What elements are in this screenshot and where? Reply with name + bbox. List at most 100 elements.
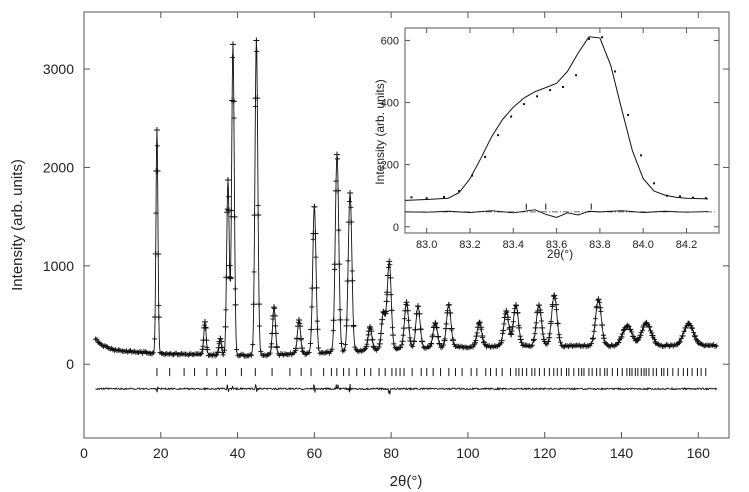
inset-observed-point	[640, 154, 643, 157]
observed-peak-point	[530, 336, 537, 343]
observed-peak-point	[335, 187, 342, 194]
observed-peak-point	[256, 301, 263, 308]
observed-peak-point	[436, 340, 443, 347]
observed-peak-point	[509, 323, 516, 330]
inset-observed-point	[549, 89, 552, 92]
observed-peak-point	[388, 307, 395, 314]
inset-x-tick-label: 84.2	[676, 239, 697, 251]
inset-x-tick-label: 83.8	[589, 239, 610, 251]
observed-peak-point	[273, 343, 280, 350]
observed-point	[153, 210, 159, 216]
observed-peak-point	[649, 332, 656, 339]
observed-point	[344, 317, 350, 323]
main-x-tick-label: 80	[383, 445, 399, 461]
observed-peak-point	[682, 324, 689, 331]
observed-peak-point	[480, 339, 487, 346]
observed-peak-point	[407, 337, 414, 344]
observed-peak-point	[271, 304, 278, 311]
inset-y-tick-label: 200	[381, 160, 399, 172]
observed-point	[619, 331, 625, 337]
observed-peak-point	[350, 322, 357, 329]
inset-observed-point	[562, 86, 565, 89]
observed-point	[248, 352, 254, 358]
observed-point	[443, 321, 449, 327]
inset-x-axis: 83.0 83.2 83.4 83.6 83.8 84.0 84.2	[416, 28, 697, 251]
observed-peak-point	[532, 324, 539, 331]
observed-peak-point	[219, 349, 226, 356]
inset-observed-point	[510, 115, 513, 118]
observed-point	[391, 341, 397, 347]
observed-peak-point	[347, 190, 354, 197]
observed-point	[591, 328, 597, 334]
observed-peak-point	[691, 332, 698, 339]
observed-peak-point	[479, 333, 486, 340]
observed-point	[389, 325, 395, 331]
observed-peak-point	[230, 98, 237, 105]
observed-peak-point	[600, 335, 607, 342]
observed-point	[309, 304, 315, 310]
observed-peak-point	[449, 337, 456, 344]
inset-observed-point	[601, 36, 604, 39]
observed-point	[690, 330, 696, 336]
inset-observed-point	[497, 134, 500, 137]
observed-peak-point	[537, 309, 544, 316]
observed-peak-point	[404, 307, 411, 314]
observed-point	[352, 344, 358, 350]
observed-peak-point	[415, 303, 422, 310]
inset-observed-point	[692, 196, 695, 199]
observed-point	[501, 321, 507, 327]
observed-point	[539, 318, 545, 324]
inset-observed-point	[410, 196, 413, 199]
observed-peak-point	[153, 127, 160, 134]
main-series-layer	[93, 37, 719, 395]
observed-peak-point	[217, 335, 224, 342]
main-x-axis-title: 2θ(°)	[390, 473, 423, 490]
observed-peak-point	[154, 167, 161, 174]
observed-peak-point	[554, 320, 561, 327]
observed-peak-point	[516, 324, 523, 331]
observed-peak-point	[679, 332, 686, 339]
observed-point	[404, 302, 410, 308]
observed-peak-point	[227, 274, 234, 281]
observed-peak-point	[155, 250, 162, 257]
observed-point	[267, 350, 273, 356]
observed-peak-point	[226, 262, 233, 269]
observed-point	[256, 323, 262, 329]
inset-observed-point	[536, 95, 539, 98]
observed-point	[330, 328, 336, 334]
observed-peak-point	[630, 333, 637, 340]
observed-point	[552, 295, 558, 301]
observed-point	[649, 330, 655, 336]
observed-peak-point	[369, 336, 376, 343]
observed-point	[410, 343, 416, 349]
observed-point	[545, 339, 551, 344]
observed-peak-point	[429, 333, 436, 340]
observed-peak-point	[646, 324, 653, 331]
observed-peak-point	[428, 340, 435, 347]
observed-peak-point	[615, 339, 622, 346]
observed-point	[329, 346, 335, 352]
observed-point	[532, 331, 538, 337]
observed-peak-point	[517, 336, 524, 343]
observed-peak-point	[512, 302, 519, 309]
inset-observed-point	[653, 182, 656, 185]
observed-peak-point	[218, 344, 225, 351]
observed-point	[400, 332, 406, 338]
difference-curve	[95, 383, 718, 395]
main-y-tick-label: 1000	[43, 258, 74, 274]
inset-observed-point	[679, 195, 682, 198]
observed-peak-point	[442, 325, 449, 332]
observed-peak-point	[500, 327, 507, 334]
observed-peak-point	[652, 338, 659, 345]
observed-peak-point	[419, 338, 426, 345]
observed-peak-point	[298, 335, 305, 342]
observed-point	[592, 316, 598, 322]
observed-peak-point	[368, 328, 375, 335]
observed-peak-point	[676, 339, 683, 346]
observed-peak-point	[416, 310, 423, 317]
observed-point	[226, 194, 232, 200]
observed-point	[441, 342, 447, 348]
observed-point	[639, 327, 645, 333]
